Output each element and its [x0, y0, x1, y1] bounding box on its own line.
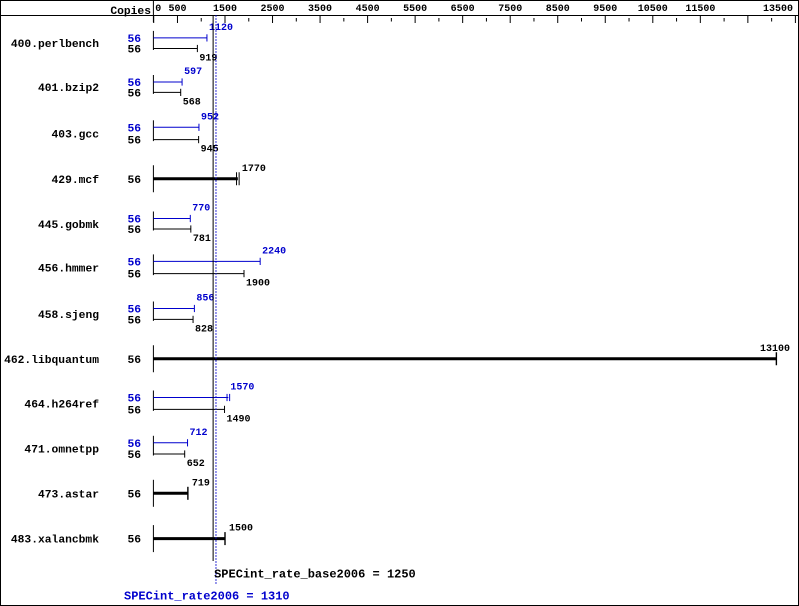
- svg-text:1900: 1900: [246, 279, 270, 290]
- svg-text:403.gcc: 403.gcc: [52, 130, 100, 142]
- svg-text:429.mcf: 429.mcf: [52, 175, 100, 187]
- svg-text:56: 56: [127, 355, 141, 367]
- svg-text:456.hmmer: 456.hmmer: [38, 264, 99, 276]
- svg-text:828: 828: [195, 324, 213, 335]
- svg-text:10500: 10500: [638, 4, 668, 15]
- svg-text:56: 56: [127, 175, 141, 187]
- svg-text:471.omnetpp: 471.omnetpp: [24, 444, 99, 456]
- svg-text:770: 770: [192, 204, 210, 215]
- svg-text:719: 719: [192, 478, 210, 489]
- svg-text:1490: 1490: [227, 414, 251, 425]
- svg-text:781: 781: [193, 234, 211, 245]
- svg-text:56: 56: [127, 394, 141, 406]
- svg-text:2240: 2240: [262, 246, 286, 257]
- svg-text:56: 56: [127, 270, 141, 282]
- svg-text:7500: 7500: [498, 4, 522, 15]
- svg-text:500: 500: [168, 4, 186, 15]
- svg-text:SPECint_rate2006 = 1310: SPECint_rate2006 = 1310: [124, 589, 290, 603]
- svg-text:6500: 6500: [451, 4, 475, 15]
- svg-text:56: 56: [127, 535, 141, 547]
- svg-text:652: 652: [187, 459, 205, 470]
- svg-text:56: 56: [127, 489, 141, 501]
- svg-text:1500: 1500: [213, 4, 237, 15]
- svg-text:56: 56: [127, 136, 141, 148]
- svg-text:56: 56: [127, 405, 141, 417]
- svg-text:462.libquantum: 462.libquantum: [4, 355, 99, 367]
- svg-text:856: 856: [196, 294, 214, 305]
- svg-text:Copies: Copies: [110, 6, 151, 18]
- svg-text:473.astar: 473.astar: [38, 489, 99, 501]
- svg-text:56: 56: [127, 315, 141, 327]
- svg-text:SPECint_rate_base2006 = 1250: SPECint_rate_base2006 = 1250: [214, 568, 416, 582]
- svg-text:56: 56: [127, 123, 141, 135]
- svg-text:919: 919: [199, 54, 217, 65]
- svg-text:56: 56: [127, 225, 141, 237]
- svg-text:1120: 1120: [209, 23, 233, 34]
- svg-text:464.h264ref: 464.h264ref: [24, 400, 99, 412]
- svg-text:597: 597: [184, 67, 202, 78]
- svg-text:568: 568: [183, 97, 201, 108]
- svg-text:13500: 13500: [763, 4, 793, 15]
- svg-text:8500: 8500: [546, 4, 570, 15]
- svg-text:56: 56: [127, 45, 141, 57]
- svg-text:1770: 1770: [242, 164, 266, 175]
- svg-text:9500: 9500: [593, 4, 617, 15]
- svg-text:445.gobmk: 445.gobmk: [38, 220, 99, 232]
- svg-text:56: 56: [127, 257, 141, 269]
- svg-text:712: 712: [190, 428, 208, 439]
- svg-text:458.sjeng: 458.sjeng: [38, 310, 99, 322]
- svg-text:1500: 1500: [229, 524, 253, 535]
- svg-text:1570: 1570: [230, 383, 254, 394]
- svg-text:401.bzip2: 401.bzip2: [38, 83, 99, 95]
- svg-text:5500: 5500: [403, 4, 427, 15]
- svg-text:56: 56: [127, 88, 141, 100]
- svg-text:0: 0: [155, 4, 161, 15]
- svg-text:483.xalancbmk: 483.xalancbmk: [11, 535, 99, 547]
- svg-text:13100: 13100: [760, 344, 790, 355]
- svg-text:400.perlbench: 400.perlbench: [11, 39, 99, 51]
- svg-text:56: 56: [127, 450, 141, 462]
- svg-text:11500: 11500: [685, 4, 715, 15]
- svg-text:4500: 4500: [356, 4, 380, 15]
- svg-text:3500: 3500: [308, 4, 332, 15]
- svg-text:2500: 2500: [261, 4, 285, 15]
- svg-text:56: 56: [127, 439, 141, 451]
